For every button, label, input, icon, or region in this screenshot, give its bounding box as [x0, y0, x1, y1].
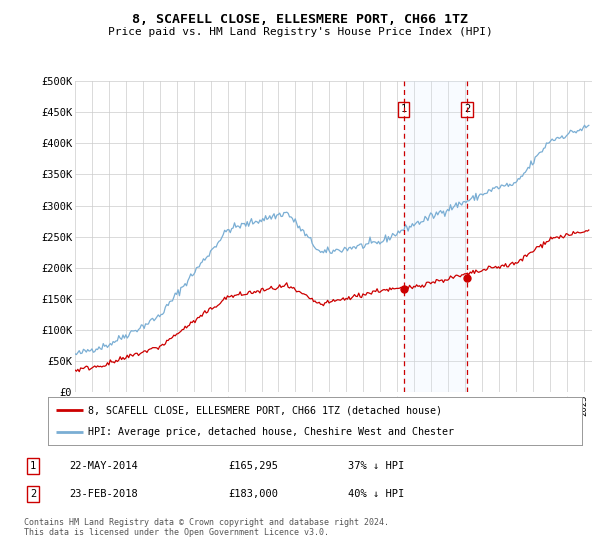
Text: 1: 1	[30, 461, 36, 471]
Text: 40% ↓ HPI: 40% ↓ HPI	[348, 489, 404, 499]
Text: 8, SCAFELL CLOSE, ELLESMERE PORT, CH66 1TZ (detached house): 8, SCAFELL CLOSE, ELLESMERE PORT, CH66 1…	[88, 405, 442, 415]
Text: 2: 2	[30, 489, 36, 499]
Text: Contains HM Land Registry data © Crown copyright and database right 2024.
This d: Contains HM Land Registry data © Crown c…	[24, 518, 389, 538]
Text: 23-FEB-2018: 23-FEB-2018	[69, 489, 138, 499]
Text: 2: 2	[464, 104, 470, 114]
Text: £183,000: £183,000	[228, 489, 278, 499]
Text: 1: 1	[401, 104, 407, 114]
Text: HPI: Average price, detached house, Cheshire West and Chester: HPI: Average price, detached house, Ches…	[88, 427, 454, 437]
Text: 22-MAY-2014: 22-MAY-2014	[69, 461, 138, 471]
Text: Price paid vs. HM Land Registry's House Price Index (HPI): Price paid vs. HM Land Registry's House …	[107, 27, 493, 37]
Text: £165,295: £165,295	[228, 461, 278, 471]
Bar	[404, 81, 467, 392]
Text: 37% ↓ HPI: 37% ↓ HPI	[348, 461, 404, 471]
Text: 8, SCAFELL CLOSE, ELLESMERE PORT, CH66 1TZ: 8, SCAFELL CLOSE, ELLESMERE PORT, CH66 1…	[132, 13, 468, 26]
